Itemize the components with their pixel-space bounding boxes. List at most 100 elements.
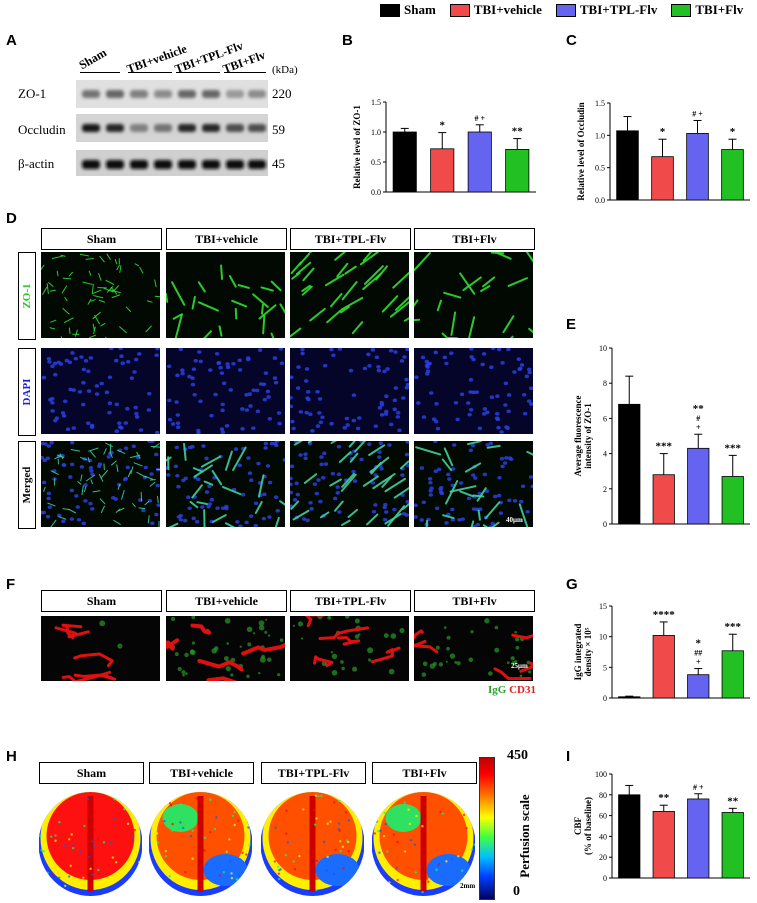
significance-mark: **: [512, 126, 524, 138]
blot-band: [226, 90, 244, 98]
blot-band: [154, 90, 172, 98]
blot-band: [130, 90, 148, 98]
significance-mark: **: [693, 403, 705, 415]
blot-label-occludin: Occludin: [18, 122, 66, 137]
significance-mark: *: [440, 120, 446, 132]
y-tick-label: 0.5: [371, 158, 381, 167]
bar-2: [687, 447, 710, 525]
significance-mark: ***: [656, 441, 673, 453]
legend-item-0: Sham: [380, 2, 436, 18]
micrograph-dapi-0: [41, 348, 160, 434]
blot-kda-zo1: 220: [272, 86, 292, 101]
row-label-text: DAPI: [21, 378, 33, 406]
y-tick-label: 10: [599, 344, 607, 353]
perfusion-min: 0: [513, 884, 520, 899]
perfusion-colorbar: [479, 757, 495, 900]
header-f-2: TBI+TPL-Flv: [290, 590, 411, 612]
blot-band: [226, 160, 244, 169]
scale-bar-d: 40μm: [506, 516, 523, 524]
blot-band: [202, 160, 220, 169]
y-axis-label-line: density × 10⁵: [583, 627, 593, 676]
micrograph-merged-2: [290, 441, 409, 527]
y-tick-label: 1.5: [595, 99, 605, 108]
blot-band: [178, 160, 196, 169]
scale-bar-f: 25μm: [511, 662, 528, 670]
bar-3: [721, 476, 744, 525]
row-label-text: ZO-1: [21, 283, 33, 309]
western-blot-panel: Sham TBI+vehicle TBI+TPL-Flv TBI+Flv (kD…: [0, 0, 340, 200]
y-axis-label: Average fluorescenceintensity of ZO-1: [574, 396, 593, 477]
y-tick-label: 5: [603, 663, 607, 672]
panel-letter-b: B: [342, 32, 353, 49]
significance-mark: ***: [725, 621, 742, 633]
legend-label: TBI+vehicle: [473, 2, 542, 17]
blot-band: [178, 90, 196, 98]
blot-band: [106, 90, 124, 98]
y-tick-label: 6: [603, 414, 607, 423]
y-tick-label: 1.5: [371, 98, 381, 107]
micrograph-zo1-3: [414, 252, 533, 338]
row-label-zo1: ZO-1: [18, 252, 36, 340]
bar-0: [616, 130, 639, 201]
igg-micrograph-1: [166, 616, 285, 681]
micrograph-merged-3: [414, 441, 533, 527]
legend-swatch: [449, 3, 470, 17]
header-f-1: TBI+vehicle: [166, 590, 287, 612]
legend-label: Sham: [404, 2, 436, 17]
bar-2: [687, 674, 710, 699]
y-axis-label-line: intensity of ZO-1: [583, 403, 593, 469]
significance-mark: ##: [694, 649, 702, 658]
bar-0: [618, 794, 641, 879]
y-tick-label: 80: [599, 791, 607, 800]
legend-item-1: TBI+vehicle: [449, 2, 542, 18]
micrograph-merged-1: [166, 441, 285, 527]
micrograph-merged-0: [41, 441, 160, 527]
significance-mark: +: [696, 658, 701, 667]
header-f-3: TBI+Flv: [414, 590, 535, 612]
y-axis-label-line: Average fluorescence: [574, 396, 583, 477]
y-axis-label: Relative level of ZO-1: [352, 105, 362, 189]
significance-mark: *: [730, 126, 736, 138]
row-label-merged: Merged: [18, 441, 36, 529]
significance-mark: *: [696, 638, 702, 650]
blot-group-sham: Sham: [76, 45, 109, 73]
legend-item-2: TBI+TPL-Flv: [555, 2, 657, 18]
bar-2: [687, 798, 710, 879]
legend-swatch: [555, 3, 576, 17]
blot-band: [82, 124, 100, 132]
y-axis-label-line: CBF: [574, 816, 583, 835]
perfusion-max: 450: [507, 748, 528, 763]
blot-band: [248, 124, 266, 132]
legend-swatch: [380, 3, 400, 17]
y-tick-label: 0: [603, 520, 607, 529]
legend-swatch: [671, 3, 692, 17]
bar-1: [652, 811, 675, 879]
bar-3: [505, 149, 530, 193]
y-tick-label: 0: [603, 874, 607, 883]
significance-mark: **: [658, 792, 670, 804]
significance-mark: ***: [725, 442, 742, 454]
micrograph-dapi-2: [290, 348, 409, 434]
y-tick-label: 10: [599, 633, 607, 642]
bar-1: [652, 474, 675, 525]
perfusion-map-3: [372, 788, 475, 898]
blot-image: [76, 80, 268, 176]
blot-band: [130, 124, 148, 132]
blot-band: [248, 160, 266, 169]
y-axis-label: CBF(% of baseline): [574, 797, 593, 855]
figure-legend: Sham TBI+vehicle TBI+TPL-Flv TBI+Flv: [380, 2, 743, 18]
blot-band: [202, 124, 220, 132]
significance-mark: #: [696, 414, 700, 423]
blot-band: [82, 160, 100, 169]
chart-occludin-level: 0.0 0.5 1.0 1.5 * # + * Relative level of Occlu…: [576, 99, 750, 205]
y-tick-label: 8: [603, 379, 607, 388]
blot-band: [106, 124, 124, 132]
perfusion-map-0: [39, 788, 142, 898]
bar-3: [721, 149, 744, 201]
scale-bar-h: 2mm: [460, 882, 476, 890]
panel-letter-i: I: [566, 748, 571, 765]
panel-letter-h: H: [6, 748, 17, 765]
y-axis-label: Relative level of Occludin: [576, 102, 586, 200]
igg-micrograph-3: [414, 616, 533, 681]
